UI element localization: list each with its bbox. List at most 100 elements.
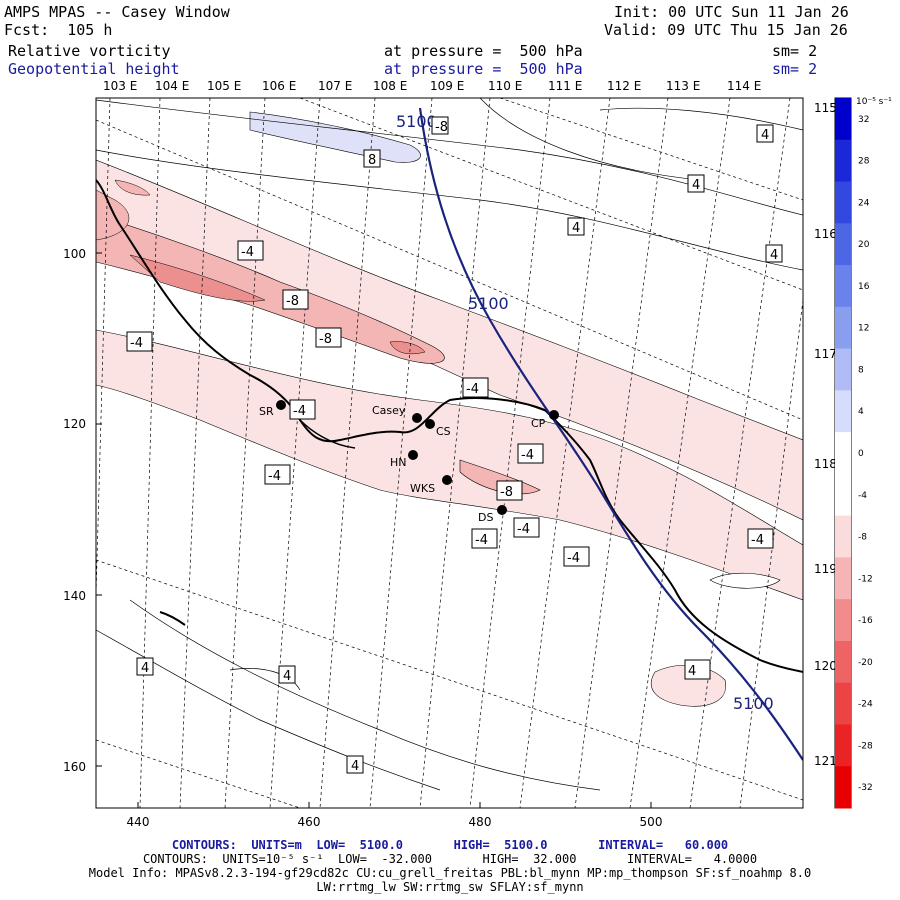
contour-label: -8 (500, 485, 513, 500)
x-tick: 480 (469, 815, 492, 829)
contour-label: -4 (293, 404, 306, 419)
contour-label: -4 (130, 336, 143, 351)
station-label-ds: DS (478, 511, 493, 524)
plot-frame (95, 97, 804, 809)
field1-smoothing: sm= 2 (772, 42, 818, 60)
title-text: AMPS MPAS -- Casey Window (4, 3, 230, 21)
init-time: Init: 00 UTC Sun 11 Jan 26 (614, 3, 849, 21)
lon-label: 106 E (262, 79, 296, 93)
station-label-hn: HN (390, 456, 407, 469)
colorbar: 10⁻⁵ s⁻¹ 32 28 24 20 16 12 8 4 0 -4 -8 -12 -16 -20 -24… (834, 97, 892, 809)
contour-label: -8 (286, 294, 299, 309)
colorbar-cell (835, 181, 851, 224)
colorbar-cell (835, 640, 851, 684)
contour-label: -4 (466, 382, 479, 397)
contour-label: -4 (268, 469, 281, 484)
field1-level: at pressure = 500 hPa (384, 42, 583, 60)
colorbar-cell (835, 223, 851, 266)
colorbar-cell (835, 98, 851, 141)
coastline (96, 179, 803, 673)
colorbar-cell (835, 515, 851, 558)
lon-label: 114 E (727, 79, 761, 93)
colorbar-cell (835, 682, 851, 725)
colorbar-cell (835, 348, 851, 391)
colorbar-tick-label: 28 (858, 157, 870, 167)
field2-level: at pressure = 500 hPa (384, 60, 583, 78)
contour-label: -4 (475, 533, 488, 548)
longitude-labels-top: 103 E 104 E 105 E 106 E 107 E 108 E 109 … (103, 79, 761, 93)
colorbar-cell (835, 599, 851, 642)
field2-name: Geopotential height (8, 60, 180, 78)
vorticity-shading (96, 111, 803, 707)
forecast-hour: Fcst: 105 h (4, 21, 113, 39)
contour-label: 4 (572, 221, 580, 236)
y-tick: 160 (63, 760, 86, 774)
contour-label: 4 (141, 661, 149, 676)
station-marker-cp (549, 410, 559, 420)
colorbar-tick-label: -32 (858, 783, 873, 793)
lon-label: 109 E (430, 79, 464, 93)
lat-lon-grid (96, 98, 803, 808)
colorbar-tick-label: -28 (858, 741, 873, 751)
station-label-wks: WKS (410, 482, 435, 495)
vorticity-labels: -8 8 4 4 4 4 -4 -8 -8 -4 -4 -4 -4 -8 -4 … (126, 116, 783, 774)
colorbar-cell (835, 724, 851, 767)
station-marker-casey (412, 413, 422, 423)
contour-label: -4 (241, 245, 254, 260)
contour-label: -4 (521, 448, 534, 463)
footer-model-info: Model Info: MPASv8.2.3-194-gf29cd82c CU:… (88, 866, 812, 880)
contour-label: 8 (368, 153, 376, 168)
lon-label: 107 E (318, 79, 352, 93)
contour-label: -4 (567, 551, 580, 566)
field2-smoothing: sm= 2 (772, 60, 818, 78)
station-label-casey: Casey (372, 404, 406, 417)
station-marker-ds (497, 505, 507, 515)
y-tick: 100 (63, 247, 86, 261)
height-label: 5100 (468, 294, 509, 313)
contour-label: -4 (517, 522, 530, 537)
contour-label: 4 (692, 178, 700, 193)
colorbar-tick-label: 20 (858, 240, 870, 250)
colorbar-tick-label: 32 (858, 115, 869, 125)
field1-name: Relative vorticity (8, 42, 171, 60)
lon-label: 113 E (666, 79, 700, 93)
contour-label: -8 (319, 332, 332, 347)
colorbar-tick-label: 16 (858, 282, 870, 292)
x-tick: 460 (298, 815, 321, 829)
lon-label: 104 E (155, 79, 189, 93)
contour-label: 4 (283, 669, 291, 684)
contour-label: 4 (351, 759, 359, 774)
colorbar-cell (835, 432, 851, 475)
station-label-cp: CP (531, 417, 546, 430)
colorbar-tick-label: -8 (858, 533, 867, 543)
colorbar-tick-label: -4 (858, 491, 867, 501)
colorbar-cell (835, 557, 851, 600)
contour-label: 4 (761, 128, 769, 143)
colorbar-tick-label: -20 (858, 658, 873, 668)
colorbar-tick-label: 24 (858, 198, 870, 208)
station-label-sr: SR (259, 405, 274, 418)
contour-label: -8 (435, 120, 448, 135)
colorbar-tick-label: 8 (858, 365, 864, 375)
colorbar-tick-label: -12 (858, 574, 873, 584)
colorbar-tick-label: 0 (858, 449, 864, 459)
stations: SR Casey CS HN WKS DS CP (259, 400, 559, 524)
station-marker-cs (425, 419, 435, 429)
colorbar-tick-label: 12 (858, 324, 869, 334)
footer-vorticity-contours: CONTOURS: UNITS=10⁻⁵ s⁻¹ LOW= -32.000 HI… (142, 852, 758, 866)
colorbar-cell (835, 139, 851, 183)
height-contour-5100 (418, 107, 803, 761)
height-label: 5100 (733, 694, 774, 713)
lon-label: 108 E (373, 79, 407, 93)
footer-model-info-2: LW:rrtmg_lw SW:rrtmg_sw SFLAY:sf_mynn (316, 880, 584, 894)
colorbar-cell (835, 766, 851, 809)
valid-time: Valid: 09 UTC Thu 15 Jan 26 (604, 21, 848, 39)
colorbar-tick-label: -24 (858, 700, 873, 710)
lon-label: 112 E (607, 79, 641, 93)
colorbar-unit: 10⁻⁵ s⁻¹ (856, 97, 892, 107)
contour-label: 4 (688, 664, 696, 679)
colorbar-tick-label: 4 (858, 407, 864, 417)
station-marker-hn (408, 450, 418, 460)
lon-label: 110 E (488, 79, 522, 93)
